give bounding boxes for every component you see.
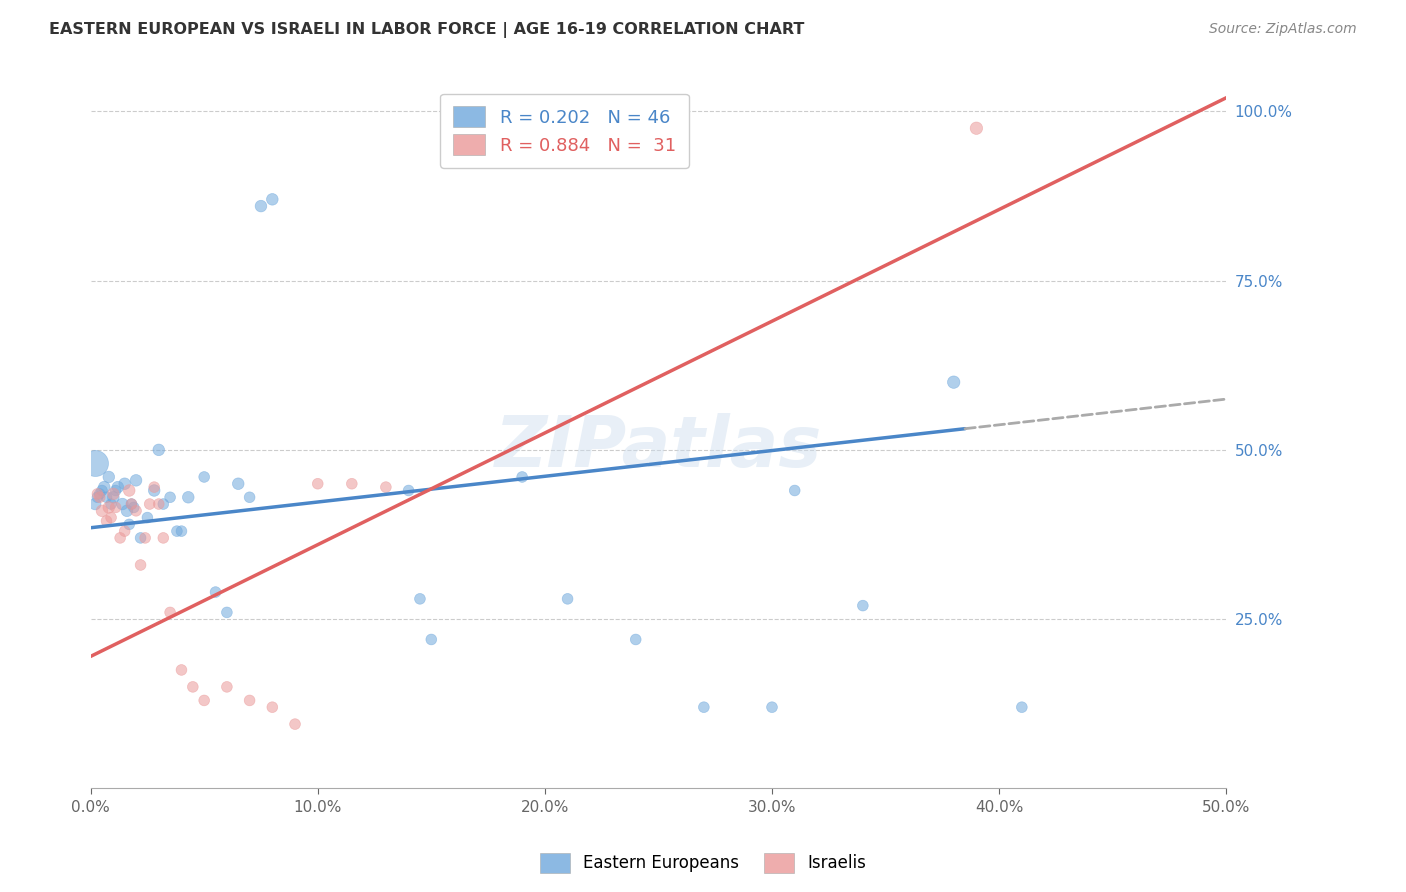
Point [226,476,249,491]
Text: ZIPatlas: ZIPatlas [495,413,823,482]
Point [103,487,125,501]
Point [143,480,166,494]
Point [420,632,443,647]
Point [965,121,987,136]
Point [136,510,159,524]
Point [86,487,108,501]
Point [204,585,226,599]
Point [84,457,107,471]
Point [177,490,200,504]
Point [852,599,875,613]
Point [104,500,127,515]
Point [89,490,111,504]
Point [181,680,204,694]
Point [152,497,174,511]
Point [409,591,432,606]
Point [115,504,138,518]
Point [84,497,107,511]
Point [193,470,215,484]
Point [143,483,166,498]
Point [250,199,273,213]
Point [170,524,193,538]
Point [96,490,118,504]
Point [239,693,262,707]
Point [96,514,118,528]
Text: Source: ZipAtlas.com: Source: ZipAtlas.com [1209,22,1357,37]
Point [118,517,141,532]
Point [693,700,716,714]
Point [152,531,174,545]
Point [118,483,141,498]
Point [215,680,238,694]
Legend: R = 0.202   N = 46, R = 0.884   N =  31: R = 0.202 N = 46, R = 0.884 N = 31 [440,94,689,168]
Point [1011,700,1033,714]
Point [340,476,363,491]
Point [129,531,152,545]
Point [100,510,122,524]
Point [91,483,114,498]
Point [104,483,127,498]
Point [107,480,129,494]
Point [138,497,160,511]
Point [170,663,193,677]
Point [166,524,188,538]
Text: EASTERN EUROPEAN VS ISRAELI IN LABOR FORCE | AGE 16-19 CORRELATION CHART: EASTERN EUROPEAN VS ISRAELI IN LABOR FOR… [49,22,804,38]
Point [510,470,533,484]
Point [121,497,143,511]
Legend: Eastern Europeans, Israelis: Eastern Europeans, Israelis [533,847,873,880]
Point [159,490,181,504]
Point [761,700,783,714]
Point [942,375,965,389]
Point [239,490,262,504]
Point [93,480,115,494]
Point [125,474,148,488]
Point [284,717,307,731]
Point [193,693,215,707]
Point [125,504,148,518]
Point [307,476,329,491]
Point [111,497,134,511]
Point [129,558,152,572]
Point [91,504,114,518]
Point [89,487,111,501]
Point [108,531,131,545]
Point [97,500,120,515]
Point [103,490,125,504]
Point [624,632,647,647]
Point [783,483,806,498]
Point [148,442,170,457]
Point [398,483,420,498]
Point [374,480,396,494]
Point [121,497,143,511]
Point [262,700,284,714]
Point [159,606,181,620]
Point [215,606,238,620]
Point [100,497,122,511]
Point [262,192,284,206]
Point [114,476,136,491]
Point [557,591,579,606]
Point [97,470,120,484]
Point [86,490,108,504]
Point [114,524,136,538]
Point [122,500,145,515]
Point [148,497,170,511]
Point [134,531,156,545]
